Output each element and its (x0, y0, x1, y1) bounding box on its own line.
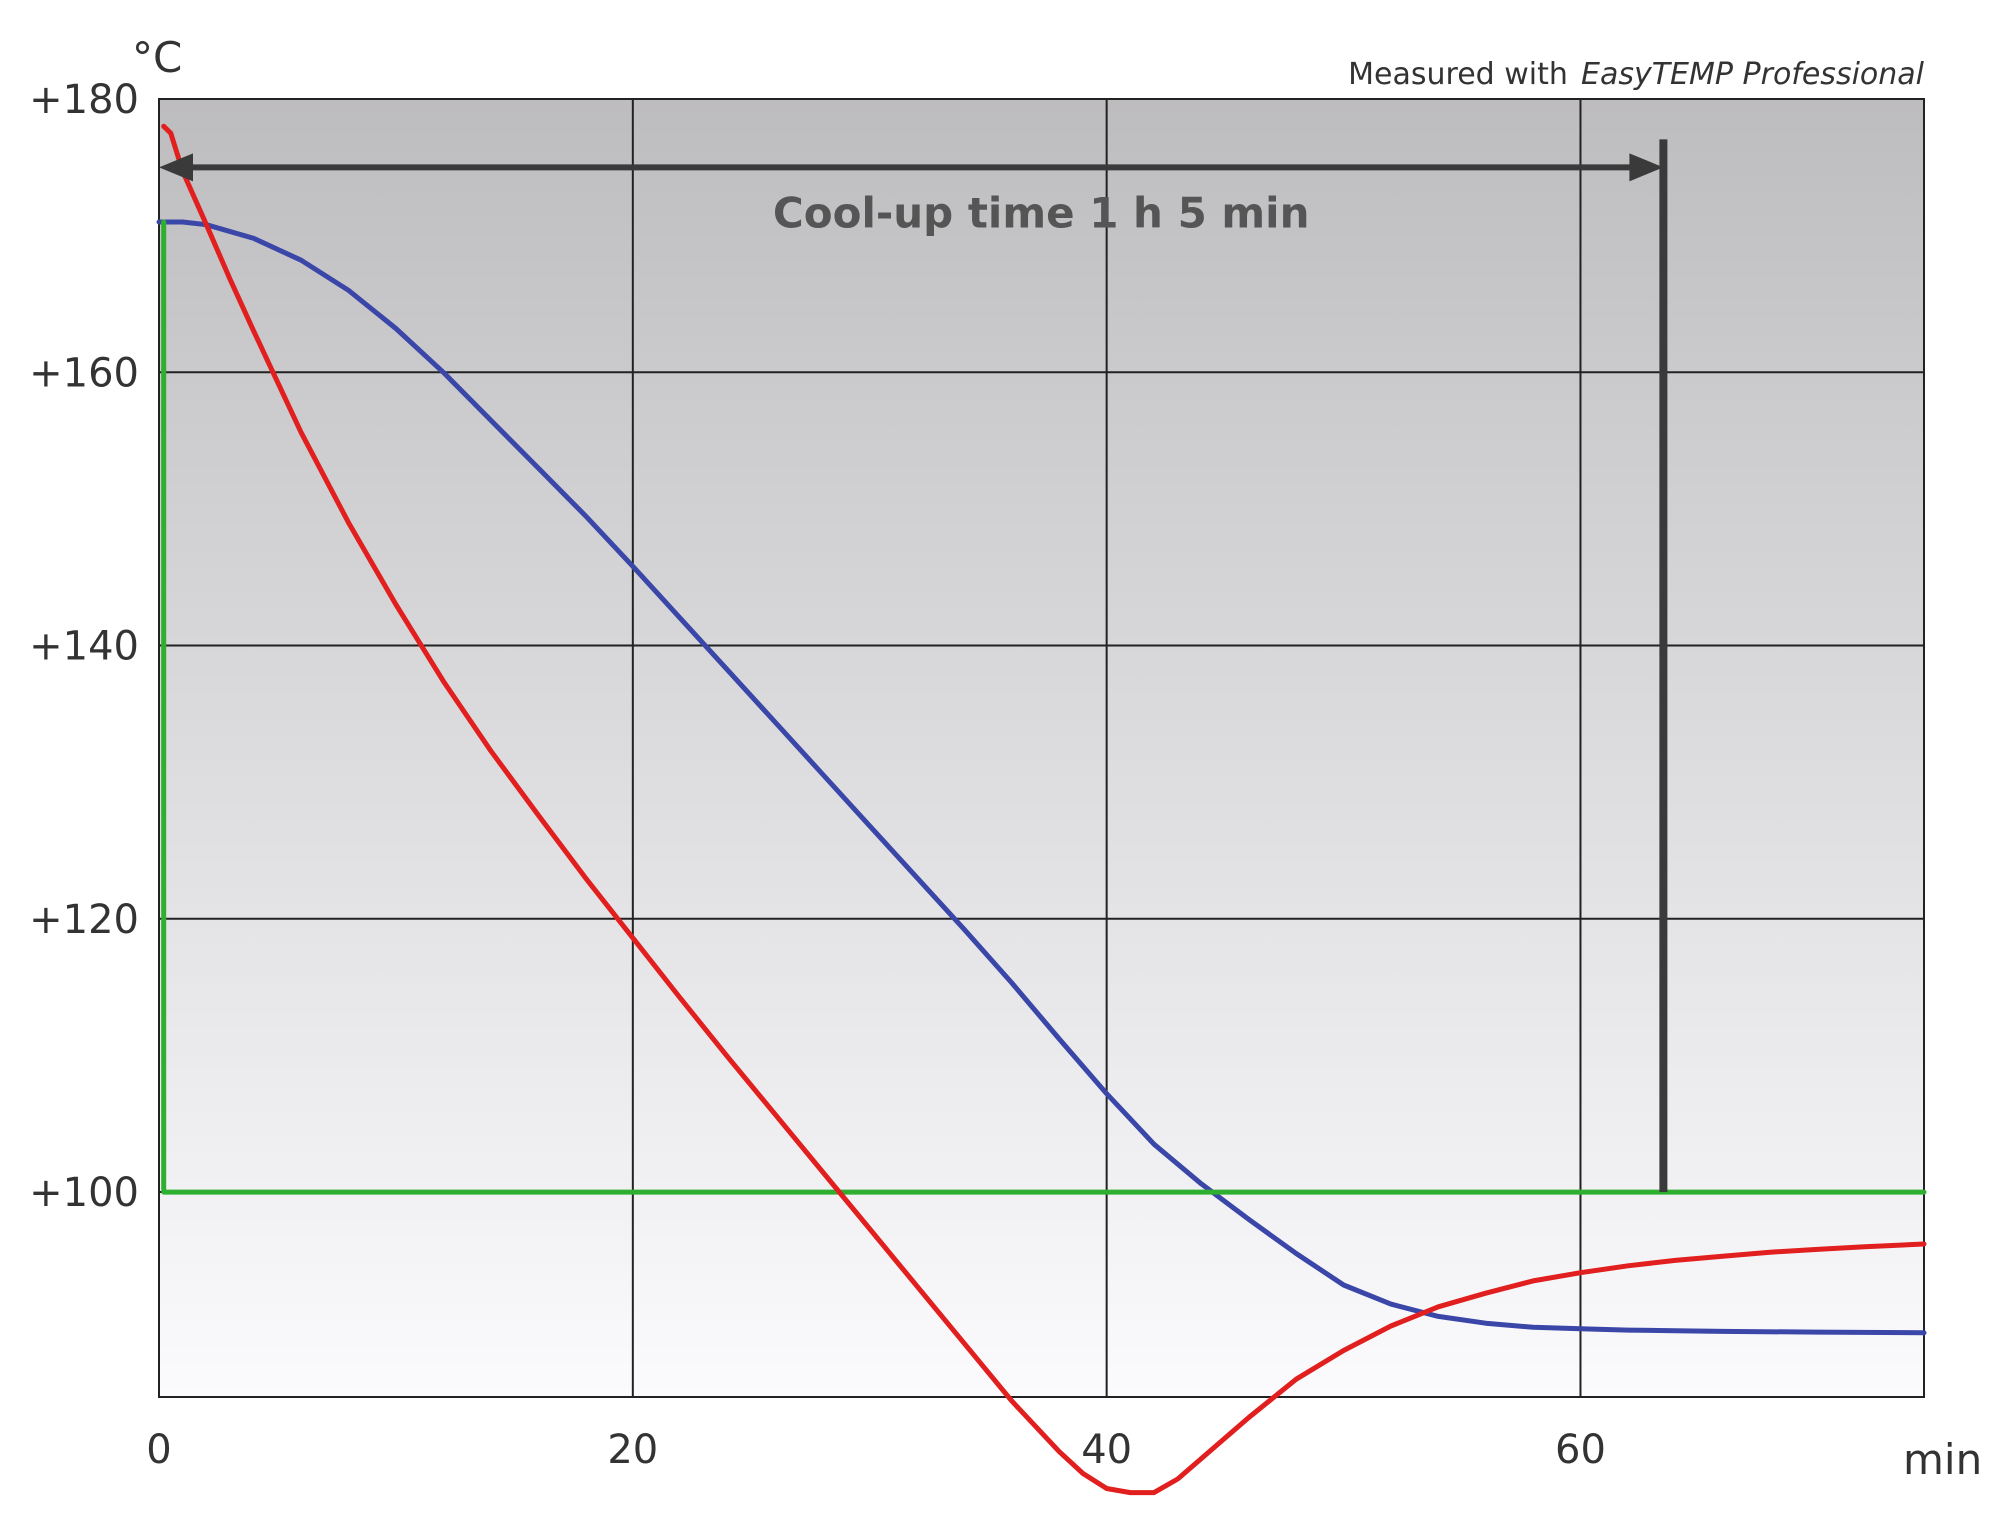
y-tick-label: +100 (29, 1170, 139, 1216)
x-tick-label: 0 (146, 1427, 171, 1473)
series-line (161, 219, 1927, 1195)
x-tick-label: 60 (1555, 1427, 1606, 1473)
y-tick-label: +160 (29, 350, 139, 396)
series-line (161, 123, 1927, 1496)
cool-up-arrow-head-right (1629, 153, 1664, 182)
x-tick-label: 20 (607, 1427, 658, 1473)
credit-product: EasyTEMP Professional (1581, 57, 1925, 92)
plot-frame (158, 98, 1925, 1398)
plot-background (159, 99, 1924, 1397)
measurement-credit: Measured with EasyTEMP Professional (1348, 57, 1924, 92)
x-axis-unit: min (1903, 1435, 1982, 1484)
cool-up-arrow-head-left (159, 153, 193, 182)
y-tick-label: +120 (29, 897, 139, 943)
tick-layer: 0 20 40 60 +100 +120 +140 +160 +180 (29, 77, 1606, 1473)
credit-prefix: Measured with (1348, 57, 1568, 92)
annotation-layer: Cool-up time 1 h 5 min (159, 139, 1668, 1193)
series-line (156, 219, 1927, 1336)
x-tick-label: 40 (1081, 1427, 1132, 1473)
series-layer (156, 123, 1927, 1496)
y-tick-label: +180 (29, 77, 139, 123)
y-axis-unit: °C (132, 33, 182, 82)
y-tick-label: +140 (29, 624, 139, 670)
cool-up-label: Cool-up time 1 h 5 min (773, 188, 1310, 237)
